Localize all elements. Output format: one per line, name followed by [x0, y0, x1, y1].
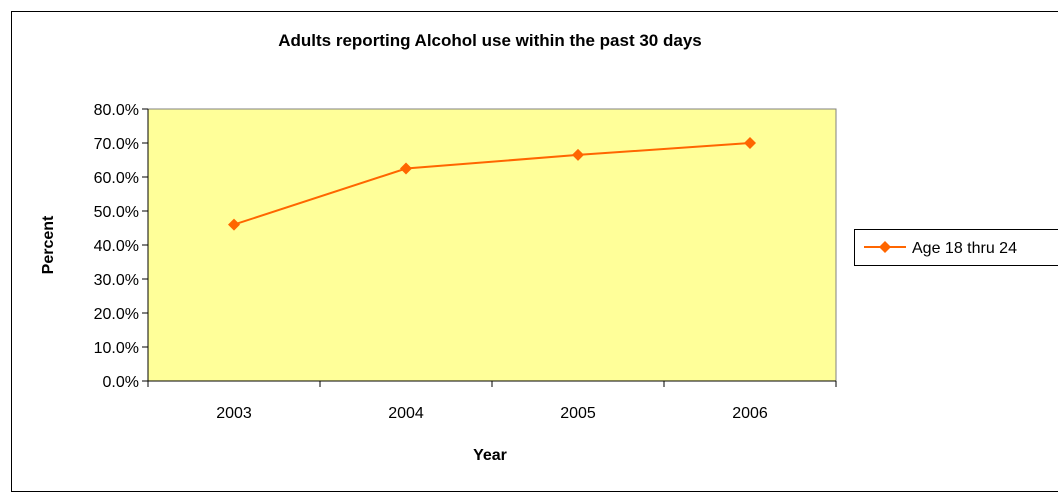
y-tick-label: 60.0%	[94, 170, 139, 187]
x-axis-title: Year	[473, 447, 507, 464]
x-tick-label: 2003	[216, 405, 252, 422]
plot-area	[148, 109, 836, 381]
y-tick-label: 0.0%	[103, 374, 139, 391]
y-tick-label: 50.0%	[94, 204, 139, 221]
y-axis-title: Percent	[40, 215, 57, 274]
x-tick-label: 2006	[732, 405, 768, 422]
legend: Age 18 thru 24	[855, 230, 1058, 266]
y-tick-label: 10.0%	[94, 340, 139, 357]
y-tick-label: 40.0%	[94, 238, 139, 255]
y-tick-label: 30.0%	[94, 272, 139, 289]
legend-series-label: Age 18 thru 24	[912, 240, 1017, 257]
y-tick-label: 80.0%	[94, 102, 139, 119]
y-tick-label: 70.0%	[94, 136, 139, 153]
y-tick-label: 20.0%	[94, 306, 139, 323]
x-tick-label: 2005	[560, 405, 596, 422]
x-tick-label: 2004	[388, 405, 424, 422]
chart-title: Adults reporting Alcohol use within the …	[278, 31, 701, 50]
